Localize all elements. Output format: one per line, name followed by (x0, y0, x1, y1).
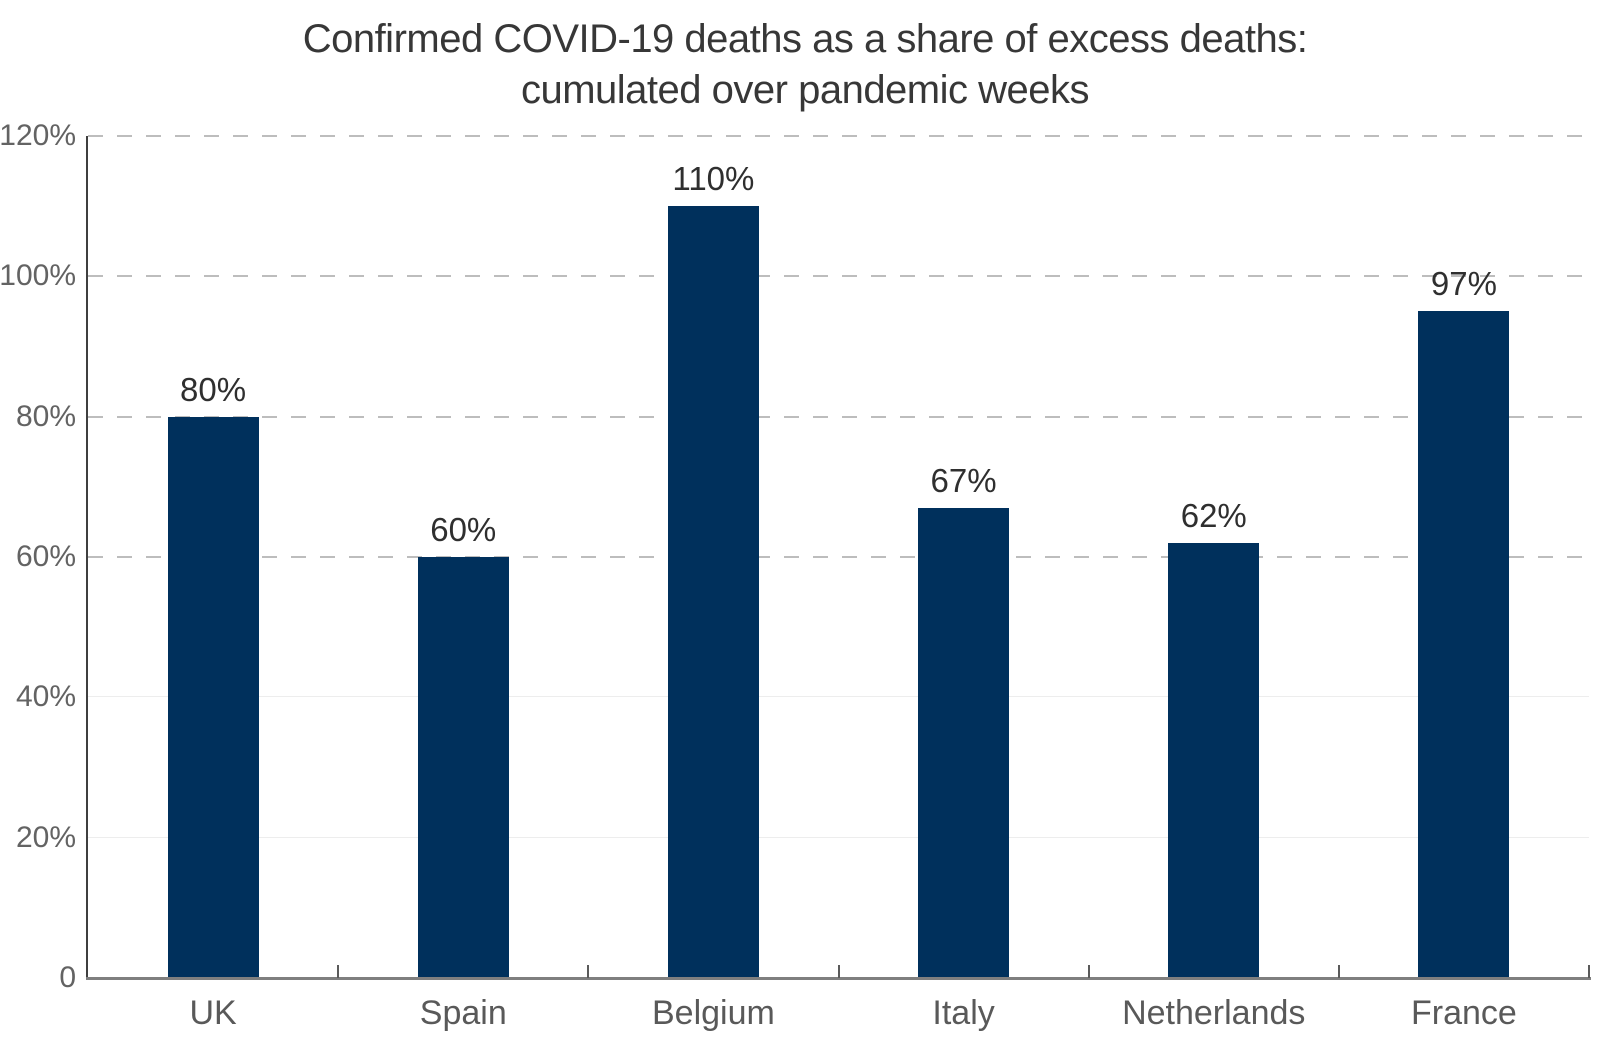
y-tick-label-100: 100% (0, 259, 76, 293)
bar-italy (918, 507, 1010, 978)
gridline-120 (88, 135, 1589, 137)
x-axis-line (86, 977, 1591, 980)
x-axis-label-netherlands: Netherlands (1122, 994, 1306, 1032)
gridline-80 (88, 415, 1589, 418)
chart-title-line-2: cumulated over pandemic weeks (520, 68, 1090, 113)
bar-netherlands (1168, 542, 1260, 978)
y-tick-label-40: 40% (15, 680, 76, 714)
plot-area: 120% 100% 80% 60% 40% 20% 0 80% 60% 110% 67% 62% 97… (0, 119, 1591, 1032)
x-axis-label-spain: Spain (419, 994, 507, 1032)
bar-value-label-belgium: 110% (672, 160, 755, 198)
x-axis-label-italy: Italy (932, 994, 995, 1032)
bar-value-label-netherlands: 62% (1180, 496, 1247, 534)
bar-value-label-spain: 60% (430, 511, 497, 548)
y-tick-label-120: 120% (0, 119, 76, 152)
gridline-100 (88, 275, 1589, 278)
y-tick-label-0: 0 (59, 961, 76, 994)
y-tick-label-60: 60% (15, 540, 76, 573)
x-axis-tick-2 (587, 965, 590, 978)
x-axis-tick-6 (1588, 965, 1590, 978)
gridline-20 (88, 836, 1589, 838)
bar-spain (417, 557, 509, 978)
y-axis-line (86, 136, 88, 978)
chart-title-line-1: Confirmed COVID-19 deaths as a share of … (302, 17, 1308, 61)
x-axis-tick-3 (837, 965, 840, 978)
x-axis-label-uk: UK (189, 994, 237, 1032)
bar-france (1418, 311, 1510, 978)
x-axis-label-france: France (1410, 994, 1517, 1032)
x-axis-tick-4 (1087, 965, 1090, 978)
gridline-40 (88, 696, 1589, 698)
bar-uk (167, 416, 259, 978)
x-axis-label-belgium: Belgium (651, 994, 775, 1032)
bar-value-label-france: 97% (1430, 265, 1497, 303)
y-tick-label-80: 80% (15, 399, 76, 433)
x-axis-tick-5 (1337, 965, 1340, 978)
x-axis-tick-1 (337, 965, 340, 978)
bar-value-label-uk: 80% (180, 370, 247, 408)
chart-title: Confirmed COVID-19 deaths as a share of … (0, 14, 1610, 116)
bar-belgium (667, 206, 759, 978)
y-tick-label-20: 20% (15, 820, 76, 854)
bar-value-label-italy: 67% (930, 461, 997, 499)
gridline-60 (88, 556, 1589, 558)
